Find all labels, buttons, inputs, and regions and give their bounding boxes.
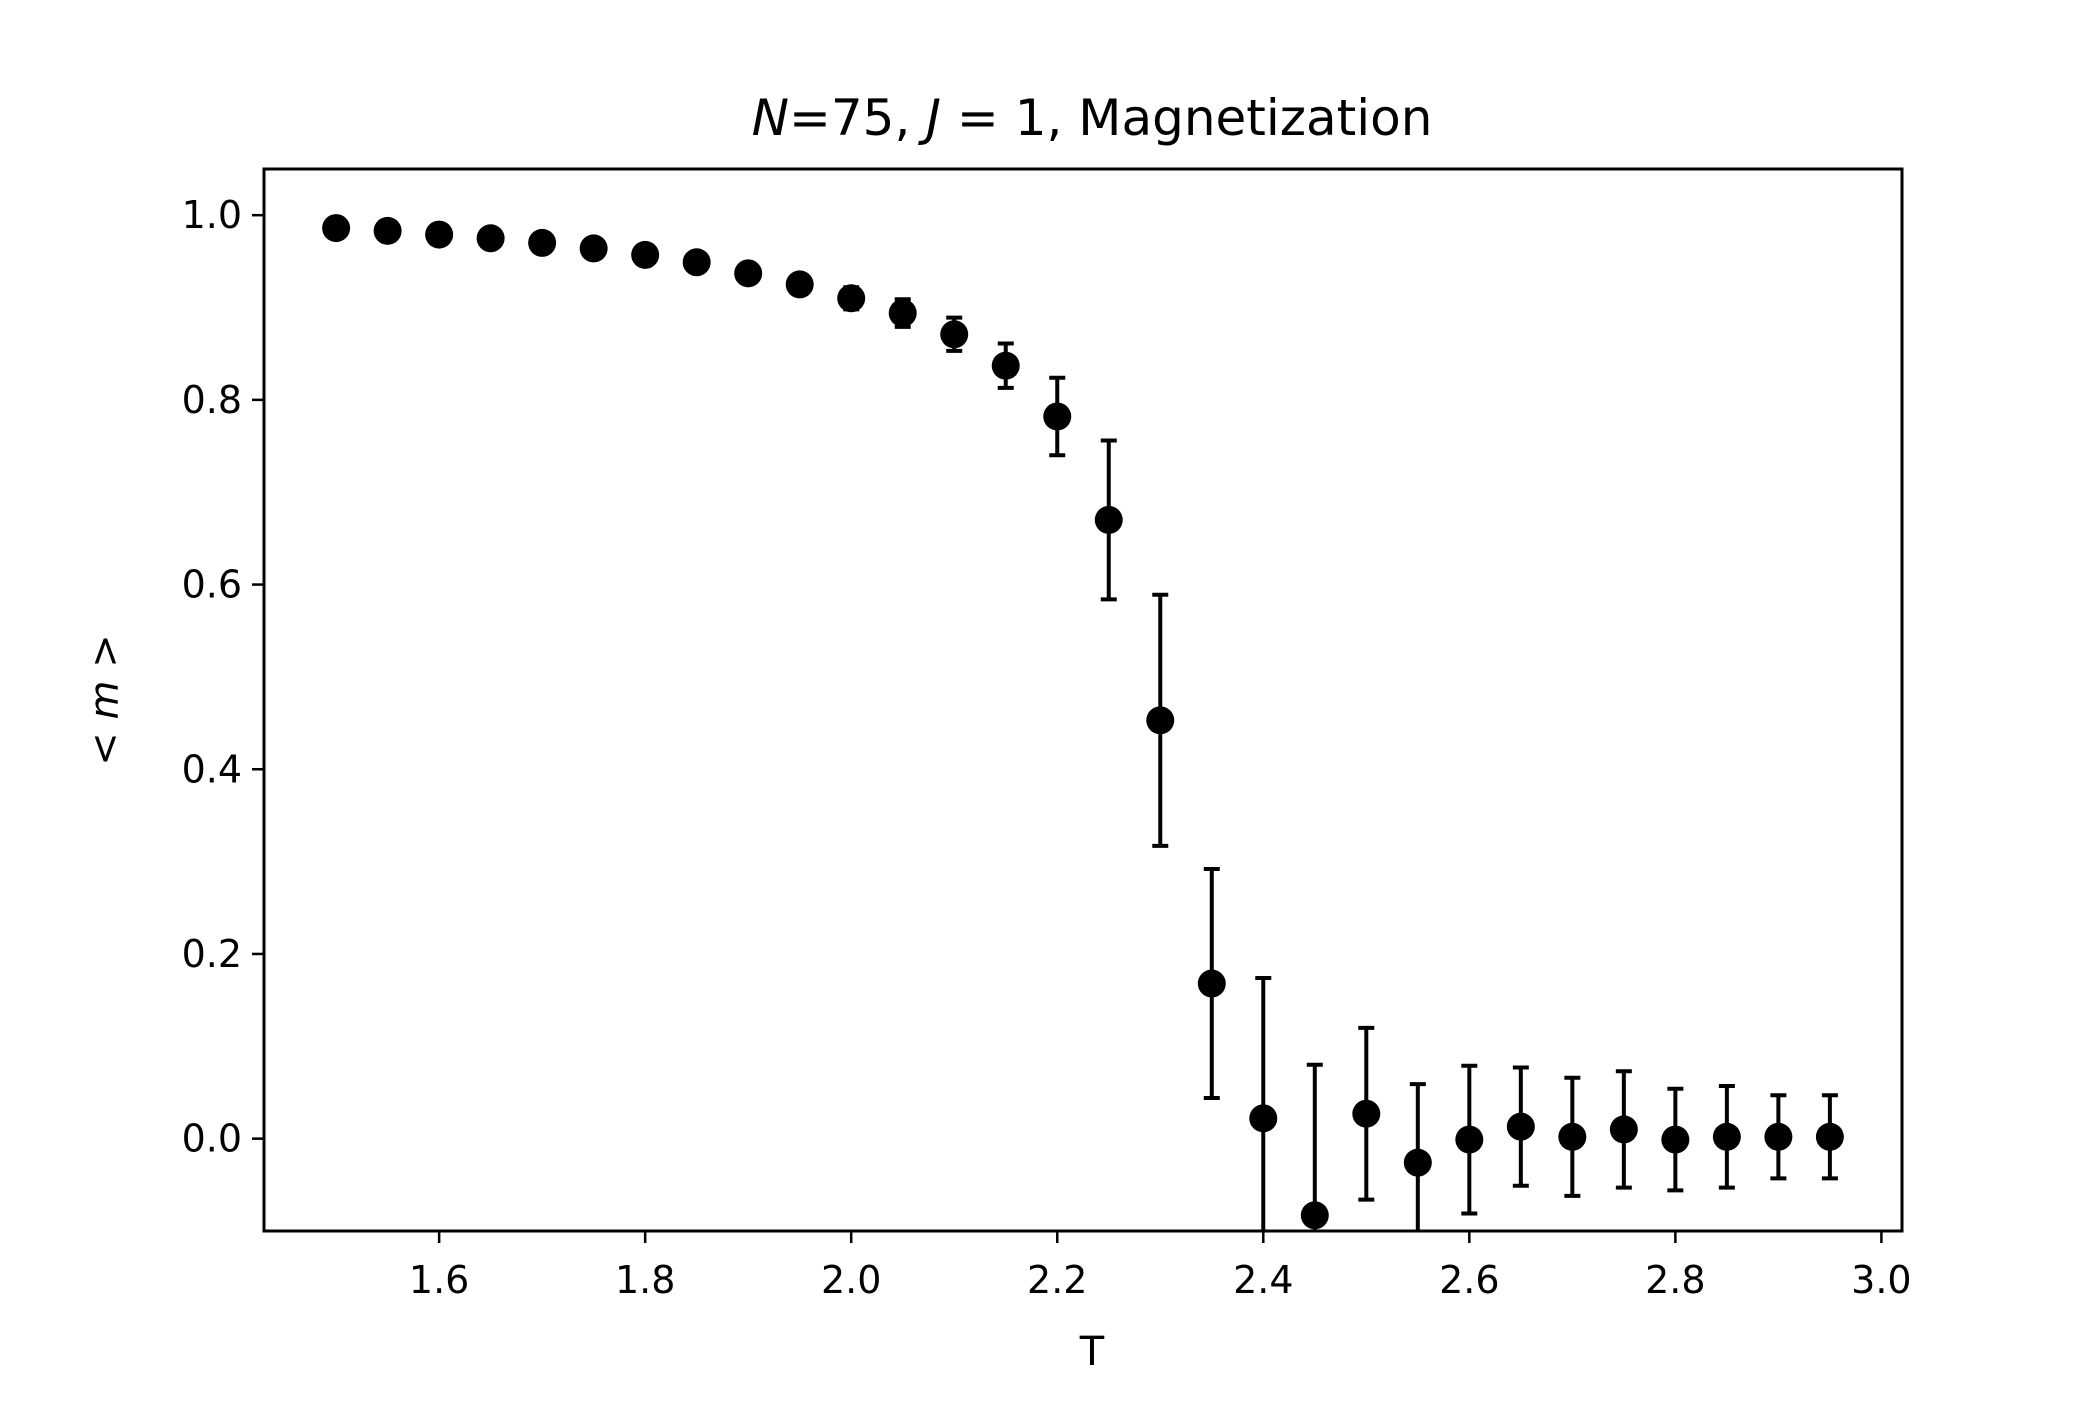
- data-point: [425, 220, 454, 249]
- data-point: [940, 320, 969, 349]
- data-point: [579, 234, 608, 263]
- y-tick-label: 0.0: [182, 1117, 242, 1161]
- y-tick-label: 0.2: [182, 932, 242, 976]
- errorbars-layer: [328, 223, 1838, 1231]
- x-tick-label: 2.6: [1439, 1258, 1499, 1302]
- data-point: [991, 351, 1020, 380]
- data-point: [1300, 1201, 1329, 1230]
- x-tick-label: 2.2: [1027, 1258, 1087, 1302]
- y-tick-label: 0.4: [182, 747, 242, 791]
- data-point: [1403, 1148, 1432, 1177]
- data-point: [1094, 505, 1123, 534]
- data-point: [528, 228, 557, 257]
- x-tick-label: 1.8: [615, 1258, 675, 1302]
- data-point: [476, 224, 505, 253]
- data-point: [373, 216, 402, 245]
- data-point: [631, 240, 660, 269]
- x-tick-label: 2.4: [1233, 1258, 1293, 1302]
- data-point: [1352, 1099, 1381, 1128]
- y-label-m: m: [82, 681, 128, 720]
- y-axis-label: < m >: [82, 634, 128, 765]
- data-point: [1043, 402, 1072, 431]
- data-point: [1455, 1125, 1484, 1154]
- data-point: [888, 299, 917, 328]
- title-n-value: =75,: [789, 89, 926, 147]
- data-point: [734, 259, 763, 288]
- y-label-gt: >: [82, 634, 128, 680]
- data-point: [785, 270, 814, 299]
- data-point: [322, 214, 351, 243]
- y-label-lt: <: [82, 719, 128, 765]
- data-point: [1712, 1122, 1741, 1151]
- data-point: [1815, 1122, 1844, 1151]
- data-point: [1249, 1104, 1278, 1133]
- data-point: [837, 284, 866, 313]
- data-point: [1146, 706, 1175, 735]
- x-tick-label: 1.6: [409, 1258, 469, 1302]
- x-tick-label: 2.8: [1645, 1258, 1705, 1302]
- x-tick-label: 2.0: [821, 1258, 881, 1302]
- chart-title: N=75, J = 1, Magnetization: [752, 89, 1433, 147]
- data-point: [1661, 1125, 1690, 1154]
- x-tick-label: 3.0: [1851, 1258, 1911, 1302]
- y-tick-label: 1.0: [182, 193, 242, 237]
- data-point: [1197, 969, 1226, 998]
- data-point: [1558, 1122, 1587, 1151]
- ticks-layer: 1.6 1.8 2.0 2.2 2.4 2.6 2.8 3.0 0.0 0.2 0.4 0.6 0.8 1…: [182, 193, 1912, 1302]
- points-layer: [322, 214, 1844, 1230]
- plot-area-frame: [262, 167, 1904, 1233]
- title-j-value: = 1, Magnetization: [941, 89, 1432, 147]
- x-axis-label: T: [1079, 1329, 1105, 1375]
- data-point: [682, 248, 711, 277]
- data-point: [1609, 1115, 1638, 1144]
- title-n-symbol: N: [752, 89, 789, 147]
- data-point: [1506, 1112, 1535, 1141]
- data-point: [1764, 1122, 1793, 1151]
- y-tick-label: 0.8: [182, 378, 242, 422]
- y-tick-label: 0.6: [182, 563, 242, 607]
